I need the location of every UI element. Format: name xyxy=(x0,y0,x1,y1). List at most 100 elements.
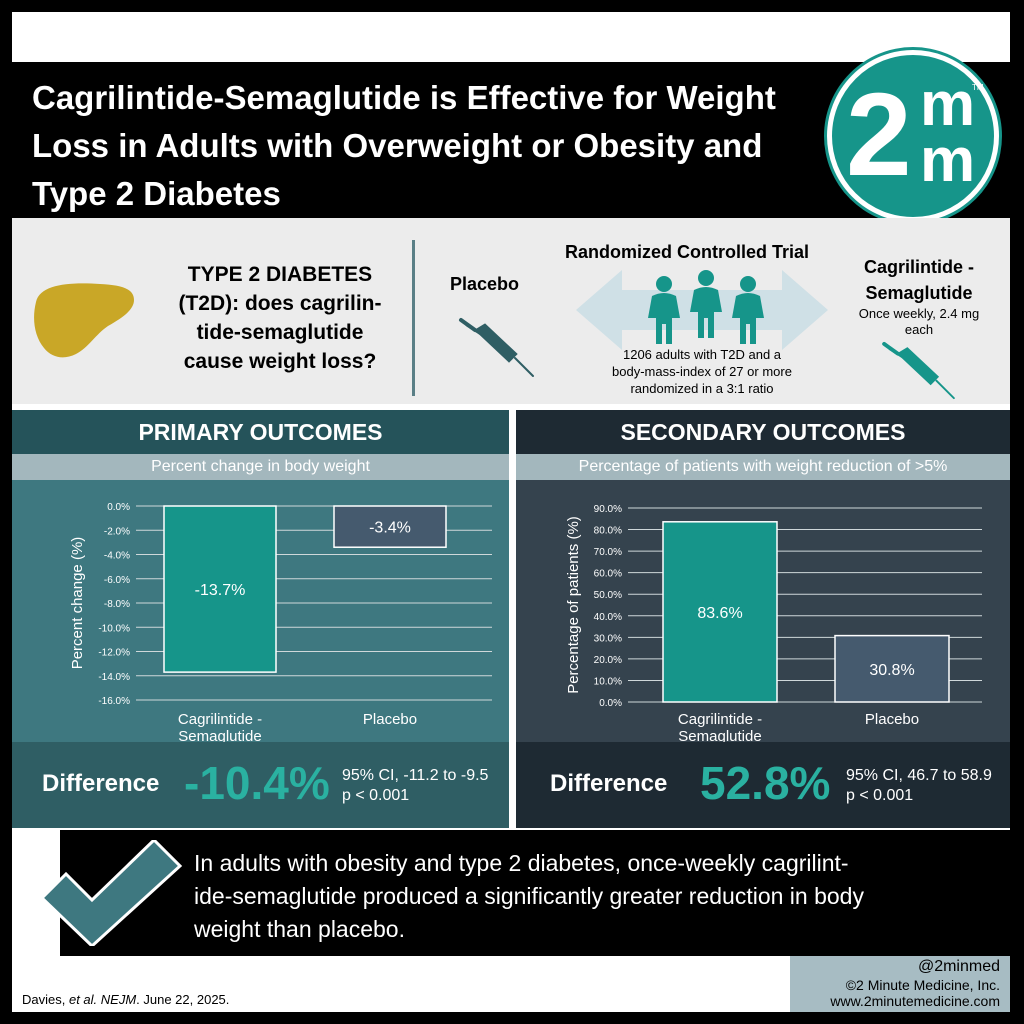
trial-description-line-3: randomized in a 3:1 ratio xyxy=(630,381,774,396)
y-tick-label: -8.0% xyxy=(104,599,130,610)
secondary-outcomes-subheading: Percentage of patients with weight reduc… xyxy=(516,454,1010,480)
y-tick-label: -14.0% xyxy=(98,672,130,683)
credit-box: @2minmed ©2 Minute Medicine, Inc. www.2m… xyxy=(790,956,1010,1012)
secondary-difference-label: Difference xyxy=(550,770,668,797)
primary-outcomes-panel: PRIMARY OUTCOMES Percent change in body … xyxy=(12,410,509,828)
primary-difference-label: Difference xyxy=(42,770,160,797)
y-tick-label: 0.0% xyxy=(599,698,622,709)
x-category-label: Cagrilintide - xyxy=(678,711,762,728)
y-tick-label: 90.0% xyxy=(594,504,622,515)
x-category-label: Cagrilintide - xyxy=(178,711,262,728)
syringe-icon-drug xyxy=(882,341,955,400)
trial-description-line-2: body-mass-index of 27 or more xyxy=(612,364,792,379)
logo-top: m xyxy=(920,70,976,139)
logo-main: 2 xyxy=(846,69,912,201)
primary-p-value: p < 0.001 xyxy=(342,787,410,804)
infographic: Cagrilintide-Semaglutide is Effective fo… xyxy=(12,12,1010,1012)
y-tick-label: 30.0% xyxy=(594,633,622,644)
primary-outcomes-heading: PRIMARY OUTCOMES xyxy=(12,410,509,454)
secondary-outcomes-heading: SECONDARY OUTCOMES xyxy=(516,410,1010,454)
checkmark-icon xyxy=(39,840,183,946)
citation: Davies, et al. NEJM. June 22, 2025. xyxy=(22,992,229,1007)
bar-value-label: -13.7% xyxy=(195,582,246,599)
secondary-p-value: p < 0.001 xyxy=(846,787,914,804)
dose-label-line-1: Once weekly, 2.4 mg xyxy=(858,306,980,321)
y-tick-label: 10.0% xyxy=(594,676,622,687)
conclusion-line-2: ide-semaglutide produced a significantly… xyxy=(194,883,864,909)
primary-outcomes-subheading: Percent change in body weight xyxy=(12,454,509,480)
people-icon xyxy=(648,270,764,344)
bar-cagrilintide-semaglutide xyxy=(662,521,778,703)
primary-difference-stats: 95% CI, -11.2 to -9.5 p < 0.001 xyxy=(342,766,488,806)
bar-cagrilintide-semaglutide xyxy=(163,505,277,673)
y-tick-label: -6.0% xyxy=(104,575,130,586)
citation-journal: et al. NEJM xyxy=(68,992,137,1007)
trial-description-line-1: 1206 adults with T2D and a xyxy=(622,347,782,362)
bar-value-label: 30.8% xyxy=(869,662,914,679)
y-tick-label: 40.0% xyxy=(594,612,622,623)
study-question: TYPE 2 DIABETES (T2D): does cagrilin- ti… xyxy=(160,260,400,376)
website-link[interactable]: www.2minutemedicine.com xyxy=(830,993,1000,1009)
y-tick-label: 50.0% xyxy=(594,590,622,601)
dose-label-line-2: each xyxy=(904,322,934,337)
conclusion-line-1: In adults with obesity and type 2 diabet… xyxy=(194,850,849,876)
y-tick-label: -4.0% xyxy=(104,551,130,562)
twitter-handle: @2minmed xyxy=(917,958,1000,975)
y-tick-label: -10.0% xyxy=(98,623,130,634)
study-design-band: TYPE 2 DIABETES (T2D): does cagrilin- ti… xyxy=(12,218,1010,404)
liver-icon xyxy=(34,283,134,358)
divider xyxy=(412,240,415,396)
secondary-difference-value: 52.8% xyxy=(700,757,831,809)
y-tick-label: 0.0% xyxy=(107,502,130,513)
conclusion-line-3: weight than placebo. xyxy=(194,916,405,942)
y-axis-label: Percent change (%) xyxy=(69,537,86,670)
bar-value-label: -3.4% xyxy=(369,520,411,537)
page-title: Cagrilintide-Semaglutide is Effective fo… xyxy=(32,79,776,212)
y-tick-label: -16.0% xyxy=(98,696,130,707)
y-tick-label: 80.0% xyxy=(594,526,622,537)
citation-date: . June 22, 2025. xyxy=(136,992,230,1007)
y-tick-label: 70.0% xyxy=(594,547,622,558)
y-tick-label: -12.0% xyxy=(98,648,130,659)
x-category-label: Semaglutide xyxy=(678,728,761,742)
primary-difference-value: -10.4% xyxy=(184,757,330,809)
conclusion-text: In adults with obesity and type 2 diabet… xyxy=(194,847,994,946)
primary-bar-chart: 0.0% -2.0% -4.0% -6.0% -8.0% -10.0% -12.0% -14.… xyxy=(69,502,492,742)
drug-label: Cagrilintide - Semaglutide xyxy=(844,254,994,306)
dose-label: Once weekly, 2.4 mg each xyxy=(844,306,994,338)
secondary-difference-stats: 95% CI, 46.7 to 58.9 p < 0.001 xyxy=(846,766,992,806)
drug-label-line-1: Cagrilintide - xyxy=(863,257,974,277)
bar-placebo xyxy=(834,634,950,703)
trial-title: Randomized Controlled Trial xyxy=(564,242,810,262)
x-category-label: Placebo xyxy=(363,711,417,728)
conclusion-band xyxy=(60,830,1010,956)
secondary-bar-chart: 90.0% 80.0% 70.0% 60.0% 50.0% 40.0% 30.0% 20.0%… xyxy=(565,504,982,742)
y-tick-label: -2.0% xyxy=(104,526,130,537)
y-axis-label: Percentage of patients (%) xyxy=(565,516,582,694)
primary-ci: 95% CI, -11.2 to -9.5 xyxy=(342,767,489,784)
trial-arrow-graphic xyxy=(576,270,828,350)
bar-value-label: 83.6% xyxy=(697,605,742,622)
y-tick-label: 60.0% xyxy=(594,569,622,580)
question-line-1: TYPE 2 DIABETES xyxy=(187,263,373,286)
bar-placebo xyxy=(333,505,447,548)
x-category-label: Semaglutide xyxy=(178,728,261,742)
citation-authors: Davies, xyxy=(22,992,69,1007)
placebo-label: Placebo xyxy=(450,274,520,294)
secondary-difference-band: Difference 52.8% 95% CI, 46.7 to 58.9 p … xyxy=(516,742,1010,828)
x-category-label: Placebo xyxy=(865,711,919,728)
syringe-icon-placebo xyxy=(459,318,534,377)
question-line-4: cause weight loss? xyxy=(183,350,377,373)
secondary-ci: 95% CI, 46.7 to 58.9 xyxy=(846,767,992,784)
logo-bottom: m xyxy=(920,126,976,195)
y-tick-label: 20.0% xyxy=(594,655,622,666)
secondary-outcomes-panel: SECONDARY OUTCOMES Percentage of patient… xyxy=(516,410,1010,828)
copyright: ©2 Minute Medicine, Inc. xyxy=(845,977,1000,993)
drug-label-line-2: Semaglutide xyxy=(865,283,973,303)
logo-trademark: TM xyxy=(972,83,984,92)
question-line-2: (T2D): does cagrilin- xyxy=(178,292,382,315)
logo: 2 m m TM xyxy=(827,50,999,222)
trial-description: 1206 adults with T2D and a body-mass-ind… xyxy=(572,346,832,397)
primary-difference-band: Difference -10.4% 95% CI, -11.2 to -9.5 … xyxy=(12,742,509,828)
question-line-3: tide-semaglutide xyxy=(196,321,364,344)
